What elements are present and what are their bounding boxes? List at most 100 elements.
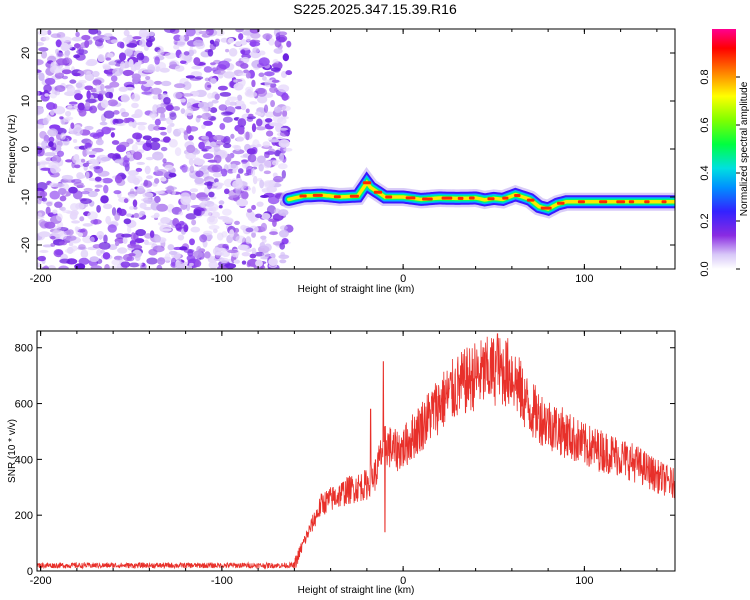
- spectrogram-noise-blob: [180, 108, 186, 114]
- spectrogram-noise-blob: [157, 49, 165, 56]
- colorbar-tick-label: 0.2: [699, 213, 711, 228]
- spectrogram-noise-blob: [67, 229, 74, 236]
- spectrogram-noise-blob: [96, 230, 105, 240]
- spectrogram-noise-blob: [102, 252, 111, 260]
- spectrogram-noise-blob: [159, 228, 172, 232]
- spectrogram-noise-blob: [73, 54, 80, 59]
- spectrogram-noise-blob: [66, 85, 76, 94]
- spectrogram-noise-blob: [98, 242, 111, 250]
- spectrogram-noise-blob: [162, 158, 167, 164]
- spectrogram-noise-blob: [278, 127, 288, 131]
- spectrogram-noise-blob: [99, 90, 107, 95]
- spectrogram-noise-blob: [258, 50, 266, 56]
- spectrogram-noise-blob: [43, 265, 49, 269]
- spectrogram-noise-blob: [189, 238, 195, 246]
- spectrogram-noise-blob: [181, 93, 194, 97]
- ridge-peak-mark: [312, 193, 323, 197]
- spectrogram-noise-blob: [149, 141, 161, 151]
- spectrogram-noise-blob: [201, 135, 209, 140]
- spectrogram-noise-blob: [39, 191, 48, 198]
- spectrogram-noise-blob: [181, 164, 188, 173]
- spectrogram-noise-blob: [245, 236, 252, 245]
- spectrogram-noise-blob: [245, 131, 250, 141]
- spectrogram-noise-blob: [232, 180, 243, 189]
- spectrogram-noise-blob: [54, 90, 61, 96]
- spectrogram-noise-blob: [270, 99, 276, 108]
- spectrogram-x-tick-label: 100: [575, 273, 593, 285]
- spectrogram-noise-blob: [91, 70, 100, 78]
- spectrogram-noise-blob: [281, 105, 291, 112]
- chart-title: S225.2025.347.15.39.R16: [293, 1, 457, 17]
- spectrogram-noise-blob: [139, 210, 146, 216]
- spectrogram-noise-blob: [200, 210, 212, 217]
- spectrogram-noise-blob: [188, 49, 195, 57]
- ridge-peak-mark: [441, 196, 453, 200]
- spectrogram-noise-blob: [169, 112, 177, 120]
- spectrogram-noise-blob: [263, 159, 272, 169]
- spectrogram-noise-blob: [230, 163, 237, 169]
- spectrogram-noise-blob: [260, 235, 267, 240]
- spectrogram-noise-blob: [132, 132, 143, 140]
- spectrogram-noise-blob: [72, 190, 83, 200]
- spectrogram-noise-blob: [48, 141, 54, 148]
- spectrogram-noise-blob: [262, 33, 273, 40]
- spectrogram-noise-blob: [225, 48, 230, 53]
- spectrogram-noise-blob: [223, 217, 234, 225]
- spectrogram-noise-blob: [251, 231, 256, 238]
- spectrogram-noise-blob: [85, 171, 90, 179]
- spectrogram-noise-blob: [89, 236, 95, 243]
- spectrogram-noise-blob: [240, 103, 247, 111]
- spectrogram-noise-blob: [191, 127, 197, 132]
- spectrogram-noise-blob: [49, 65, 62, 74]
- spectrogram-noise-blob: [205, 29, 214, 36]
- spectrogram-noise-blob: [233, 82, 244, 91]
- spectrogram-noise-blob: [126, 213, 133, 217]
- spectrogram-noise-blob: [152, 151, 164, 161]
- spectrogram-noise-blob: [132, 151, 143, 161]
- spectrogram-noise-blob: [99, 121, 108, 126]
- spectrogram-noise-blob: [100, 195, 109, 204]
- spectrogram-noise-blob: [106, 72, 113, 77]
- spectrogram-noise-blob: [282, 94, 290, 101]
- spectrogram-noise-blob: [213, 145, 220, 153]
- spectrogram-noise-blob: [237, 127, 245, 135]
- spectrogram-noise-blob: [61, 69, 72, 75]
- spectrogram-x-tick-label: -200: [30, 273, 52, 285]
- spectrogram-noise-blob: [154, 56, 160, 65]
- spectrogram-noise-blob: [105, 91, 113, 99]
- colorbar-tick-label: 0.8: [699, 69, 711, 84]
- spectrogram-noise-blob: [72, 138, 78, 143]
- spectrogram-noise-blob: [94, 176, 102, 182]
- spectrogram-noise-blob: [274, 106, 282, 113]
- spectrogram-noise-blob: [224, 263, 237, 269]
- spectrogram-noise-blob: [118, 52, 127, 61]
- spectrogram-noise-blob: [260, 222, 268, 232]
- spectrogram-noise-blob: [114, 175, 123, 184]
- spectrogram-noise-blob: [71, 220, 81, 224]
- spectrogram-noise-blob: [277, 31, 288, 36]
- spectrogram-noise-blob: [153, 178, 160, 184]
- spectrogram-noise-blob: [154, 235, 162, 243]
- spectrogram-noise-blob: [255, 111, 262, 116]
- spectrogram-noise-blob: [188, 135, 194, 141]
- spectrogram-noise-blob: [50, 147, 57, 151]
- spectrogram-noise-blob: [167, 244, 175, 251]
- spectrogram-noise-blob: [94, 39, 104, 47]
- spectrogram-noise-blob: [152, 245, 165, 253]
- spectrogram-noise-blob: [193, 157, 201, 164]
- spectrogram-noise-blob: [55, 58, 68, 66]
- spectrogram-noise-blob: [223, 143, 232, 149]
- spectrogram-noise-blob: [96, 205, 101, 213]
- spectrogram-x-ticks: -200 -100 0 100: [30, 29, 658, 285]
- spectrogram-noise-blob: [102, 65, 111, 70]
- spectrogram-noise-blob: [146, 257, 158, 265]
- spectrogram-noise-blob: [255, 259, 263, 267]
- snr-y-tick-label: 200: [15, 510, 33, 522]
- spectrogram-noise-blob: [264, 111, 276, 118]
- spectrogram-noise-blob: [88, 29, 99, 35]
- ridge-peak-mark: [457, 196, 464, 200]
- spectrogram-noise-blob: [210, 62, 216, 66]
- spectrogram-noise-blob: [246, 148, 256, 155]
- spectrogram-noise-blob: [123, 218, 132, 225]
